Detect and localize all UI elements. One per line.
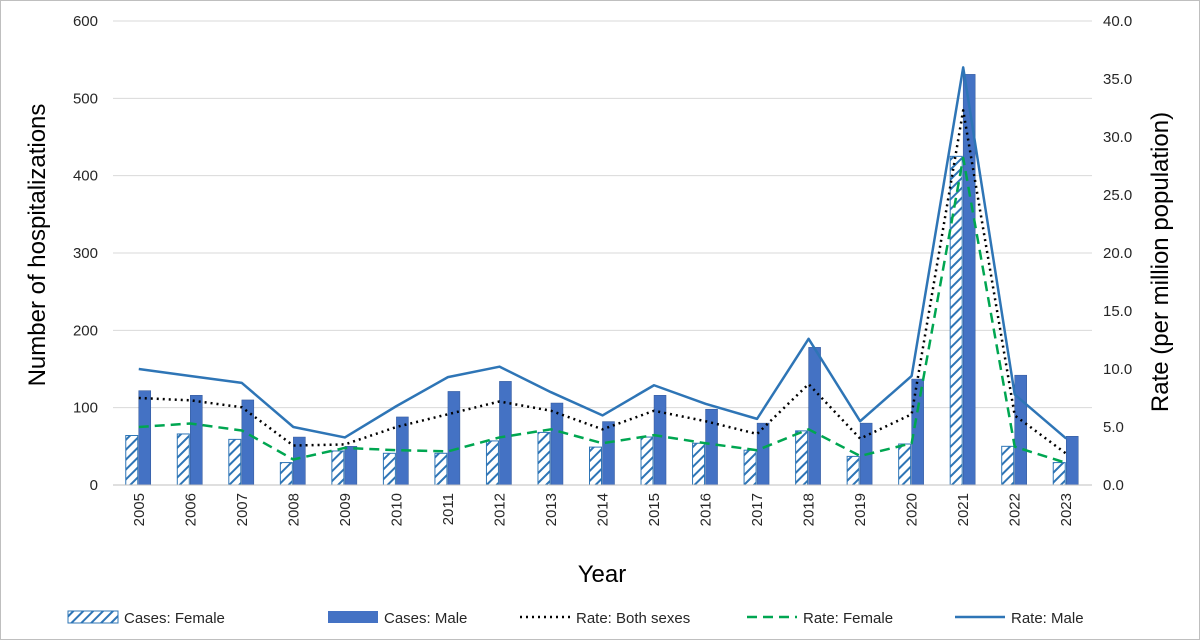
bar-male: [808, 347, 821, 486]
x-tick-label: 2018: [801, 493, 818, 526]
y2-tick-label: 0.0: [1103, 477, 1124, 494]
bar-male: [550, 402, 564, 486]
bar-male: [911, 378, 924, 486]
y-tick-label: 600: [73, 13, 98, 30]
bar-female: [898, 443, 912, 486]
legend-item-cases-female: Cases: Female: [67, 610, 225, 627]
bar-female: [279, 462, 293, 486]
bars: [125, 74, 1079, 486]
bar-male: [190, 395, 203, 486]
bar-female: [846, 455, 860, 486]
y2-axis-title: Rate (per million population): [1147, 112, 1174, 412]
x-tick-label: 2006: [182, 493, 199, 526]
y-axis-title: Number of hospitalizations: [24, 104, 51, 387]
x-tick-label: 2010: [388, 493, 405, 526]
x-tick-label: 2023: [1058, 493, 1075, 526]
bar-male: [1014, 374, 1027, 486]
x-tick-label: 2020: [904, 493, 921, 526]
bar-male: [138, 390, 152, 486]
y2-tick-label: 5.0: [1103, 419, 1124, 436]
rate-lines: [138, 66, 1068, 465]
bar-male: [653, 395, 667, 486]
x-axis-title: Year: [578, 561, 627, 588]
bar-female: [485, 440, 499, 486]
y-tick-label: 100: [73, 400, 98, 417]
y2-tick-label: 20.0: [1103, 245, 1132, 262]
bar-female: [795, 430, 809, 486]
legend-item-rate-male: Rate: Male: [955, 610, 1084, 627]
x-tick-label: 2011: [440, 493, 457, 525]
line-rate-male: [138, 66, 1068, 440]
y-tick-label: 400: [73, 168, 98, 185]
x-tick-label: 2008: [285, 493, 302, 526]
legend-label: Cases: Male: [384, 610, 467, 627]
bar-female: [949, 155, 963, 486]
y-tick-label: 300: [73, 245, 98, 262]
bar-female: [589, 446, 602, 486]
bar-male: [344, 446, 358, 486]
y2-tick-label: 35.0: [1103, 71, 1132, 88]
axes: 0 100 200 300 400 500 600 0.0 5.0 10.0 15.0 20.0 25.…: [73, 13, 1132, 526]
x-tick-label: 2007: [234, 493, 251, 526]
bar-female: [228, 438, 242, 486]
legend: Cases: Female Cases: Male Rate: Both sexes…: [67, 610, 1084, 627]
x-tick-label: 2021: [955, 493, 972, 526]
line-rate-female: [138, 156, 1067, 465]
bar-female: [692, 442, 706, 486]
bar-male: [241, 399, 255, 486]
x-tick-label: 2019: [852, 493, 869, 526]
legend-label: Rate: Male: [1011, 610, 1084, 627]
x-tick-label: 2017: [749, 493, 766, 526]
legend-item-rate-both-sexes: Rate: Both sexes: [520, 610, 690, 627]
x-tick-label: 2016: [698, 493, 715, 526]
x-tick-label: 2012: [491, 493, 508, 526]
bar-male: [1065, 436, 1079, 486]
bar-female: [434, 452, 448, 486]
legend-label: Rate: Female: [803, 610, 893, 627]
bar-male: [499, 381, 512, 486]
bar-female: [743, 449, 757, 486]
x-tick-label: 2022: [1007, 493, 1024, 526]
legend-label: Cases: Female: [124, 610, 225, 627]
legend-swatch: [328, 611, 378, 623]
bar-female: [331, 450, 345, 486]
legend-item-cases-male: Cases: Male: [328, 610, 467, 627]
legend-label: Rate: Both sexes: [576, 610, 690, 627]
x-tick-label: 2015: [646, 493, 663, 526]
x-tick-label: 2009: [337, 493, 354, 526]
bar-female: [1052, 462, 1066, 486]
bar-female: [125, 435, 139, 486]
x-tick-label: 2005: [131, 493, 148, 526]
bar-female: [640, 436, 654, 486]
y2-tick-label: 25.0: [1103, 187, 1132, 204]
y-tick-label: 200: [73, 322, 98, 339]
bar-male: [602, 421, 615, 486]
bar-female: [382, 452, 396, 486]
y-tick-label: 500: [73, 90, 98, 107]
legend-swatch: [67, 610, 119, 624]
y2-tick-label: 15.0: [1103, 303, 1132, 320]
y2-tick-label: 10.0: [1103, 361, 1132, 378]
y2-tick-label: 40.0: [1103, 13, 1132, 30]
y-tick-label: 0: [90, 477, 98, 494]
y2-tick-label: 30.0: [1103, 129, 1132, 146]
bar-female: [537, 431, 551, 486]
bar-female: [1001, 445, 1015, 486]
bar-male: [447, 391, 461, 486]
bar-female: [176, 433, 190, 486]
bar-male: [293, 436, 306, 486]
legend-item-rate-female: Rate: Female: [747, 610, 893, 627]
line-rate-both-sexes: [138, 109, 1067, 455]
x-tick-label: 2013: [543, 493, 560, 526]
x-tick-label: 2014: [595, 493, 612, 526]
